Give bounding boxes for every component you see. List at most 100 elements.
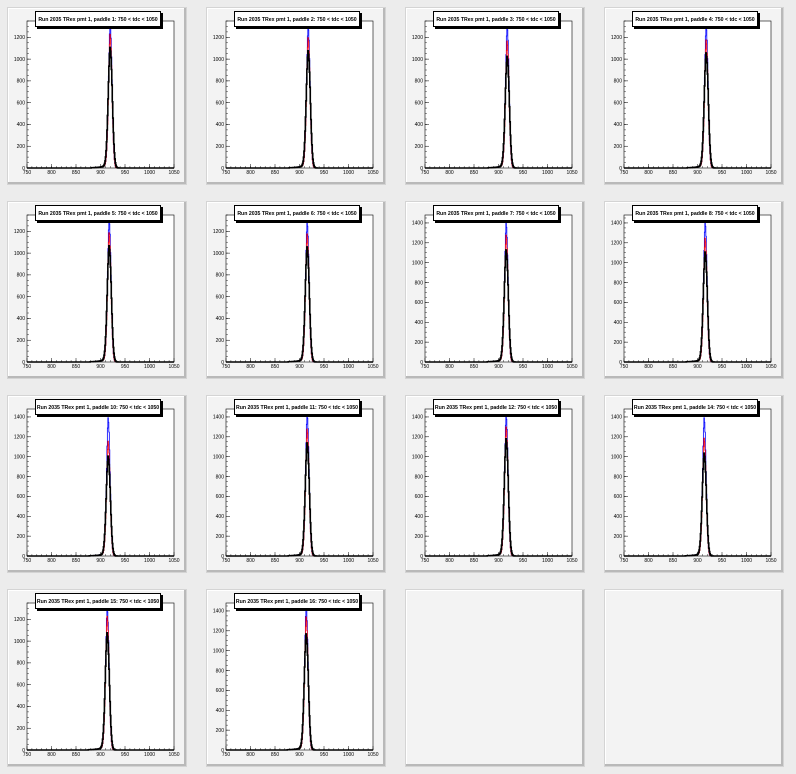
histogram-series xyxy=(425,55,572,169)
plot-frame xyxy=(424,214,573,363)
histogram-plot: 750 800 850 900 950 1000 1050 0 200 400 600 800 1000… xyxy=(213,602,379,758)
empty-pad xyxy=(604,589,784,767)
y-tick-label: 1000 xyxy=(611,260,622,266)
y-tick-label: 800 xyxy=(17,661,26,667)
y-tick-label: 600 xyxy=(415,100,424,106)
y-tick-label: 1000 xyxy=(213,648,224,654)
y-tick-label: 400 xyxy=(415,122,424,128)
y-tick-label: 200 xyxy=(415,340,424,346)
x-tick-label: 950 xyxy=(121,558,130,564)
x-tick-label: 750 xyxy=(222,558,231,564)
histogram-series xyxy=(226,49,373,169)
x-tick-label: 800 xyxy=(445,558,454,564)
histogram-series xyxy=(624,251,771,363)
x-tick-label: 950 xyxy=(320,558,329,564)
histogram-title: Run 2035 TRex pmt 1, paddle 7: 750 < tdc… xyxy=(433,205,559,221)
y-tick-label: 800 xyxy=(216,273,225,279)
y-tick-label: 1200 xyxy=(14,435,25,441)
histogram-pad: 750 800 850 900 950 1000 1050 0 200 400 600 800 1000… xyxy=(7,201,187,379)
y-tick-label: 1000 xyxy=(213,454,224,460)
x-tick-label: 750 xyxy=(620,364,629,370)
histogram-pad: 750 800 850 900 950 1000 1050 0 200 400 600 800 1000… xyxy=(405,7,585,185)
x-tick-label: 1000 xyxy=(343,558,354,564)
x-tick-label: 750 xyxy=(23,752,32,758)
y-tick-label: 800 xyxy=(614,474,623,480)
y-tick-label: 1200 xyxy=(412,241,423,247)
histogram-pad: 750 800 850 900 950 1000 1050 0 200 400 600 800 1000… xyxy=(604,395,784,573)
y-tick-label: 1400 xyxy=(611,415,622,421)
y-tick-label: 600 xyxy=(17,294,26,300)
y-tick-label: 400 xyxy=(17,122,26,128)
histogram-plot: 750 800 850 900 950 1000 1050 0 200 400 600 800 1000… xyxy=(14,20,180,176)
y-tick-label: 1400 xyxy=(412,415,423,421)
x-tick-label: 800 xyxy=(47,558,56,564)
histogram-series xyxy=(425,438,572,557)
x-tick-label: 950 xyxy=(121,364,130,370)
y-tick-label: 800 xyxy=(216,79,225,85)
plot-frame xyxy=(26,408,175,557)
y-tick-label: 1400 xyxy=(14,415,25,421)
x-tick-label: 800 xyxy=(246,364,255,370)
x-tick-label: 1000 xyxy=(144,752,155,758)
x-tick-label: 850 xyxy=(470,170,479,176)
y-tick-label: 1000 xyxy=(611,454,622,460)
histogram-title: Run 2035 TRex pmt 1, paddle 10: 750 < td… xyxy=(35,399,161,415)
x-tick-label: 1050 xyxy=(168,752,179,758)
histogram-pad: 750 800 850 900 950 1000 1050 0 200 400 600 800 1000… xyxy=(405,201,585,379)
histogram-title: Run 2035 TRex pmt 1, paddle 8: 750 < tdc… xyxy=(632,205,758,221)
y-tick-label: 1200 xyxy=(14,617,25,623)
x-tick-label: 1000 xyxy=(343,752,354,758)
x-tick-label: 1000 xyxy=(542,364,553,370)
y-tick-label: 0 xyxy=(221,360,224,366)
y-tick-label: 800 xyxy=(614,79,623,85)
x-tick-label: 850 xyxy=(271,364,280,370)
histogram-title: Run 2035 TRex pmt 1, paddle 3: 750 < tdc… xyxy=(433,11,559,27)
y-tick-label: 600 xyxy=(17,100,26,106)
x-tick-label: 750 xyxy=(620,170,629,176)
x-tick-label: 900 xyxy=(693,558,702,564)
y-tick-label: 800 xyxy=(216,474,225,480)
y-tick-label: 200 xyxy=(17,338,26,344)
x-tick-label: 800 xyxy=(246,558,255,564)
y-tick-label: 0 xyxy=(420,554,423,560)
x-tick-label: 900 xyxy=(693,170,702,176)
y-tick-label: 1200 xyxy=(14,229,25,235)
y-tick-label: 0 xyxy=(221,748,224,754)
plot-frame xyxy=(424,20,573,169)
y-tick-label: 1200 xyxy=(611,241,622,247)
y-tick-label: 600 xyxy=(415,494,424,500)
x-tick-label: 900 xyxy=(96,170,105,176)
x-tick-label: 1000 xyxy=(741,170,752,176)
histogram-pad: 750 800 850 900 950 1000 1050 0 200 400 600 800 1000… xyxy=(604,201,784,379)
x-tick-label: 850 xyxy=(669,170,678,176)
y-tick-label: 1000 xyxy=(14,454,25,460)
y-tick-label: 1200 xyxy=(611,435,622,441)
x-tick-label: 750 xyxy=(421,558,430,564)
x-tick-label: 900 xyxy=(494,364,503,370)
x-tick-label: 1050 xyxy=(566,364,577,370)
histogram-plot: 750 800 850 900 950 1000 1050 0 200 400 600 800 1000… xyxy=(611,408,777,564)
plot-frame xyxy=(424,408,573,557)
x-tick-label: 1050 xyxy=(367,752,378,758)
y-tick-label: 1400 xyxy=(213,609,224,615)
histogram-pad: 750 800 850 900 950 1000 1050 0 200 400 600 800 1000… xyxy=(7,589,187,767)
histogram-plot: 750 800 850 900 950 1000 1050 0 200 400 600 800 1000… xyxy=(213,214,379,370)
y-tick-label: 600 xyxy=(17,494,26,500)
y-tick-label: 200 xyxy=(216,144,225,150)
histogram-title: Run 2035 TRex pmt 1, paddle 15: 750 < td… xyxy=(35,593,161,609)
histogram-plot: 750 800 850 900 950 1000 1050 0 200 400 600 800 1000… xyxy=(14,214,180,370)
y-tick-label: 1200 xyxy=(213,435,224,441)
x-tick-label: 950 xyxy=(320,170,329,176)
x-tick-label: 900 xyxy=(494,170,503,176)
histogram-title: Run 2035 TRex pmt 1, paddle 4: 750 < tdc… xyxy=(632,11,758,27)
y-tick-label: 1200 xyxy=(213,629,224,635)
y-tick-label: 600 xyxy=(415,300,424,306)
histogram-pad: 750 800 850 900 950 1000 1050 0 200 400 600 800 1000… xyxy=(7,7,187,185)
histogram-plot: 750 800 850 900 950 1000 1050 0 200 400 600 800 1000… xyxy=(412,214,578,370)
y-tick-label: 1400 xyxy=(213,415,224,421)
x-tick-label: 800 xyxy=(47,170,56,176)
x-tick-label: 950 xyxy=(718,364,727,370)
y-tick-label: 1000 xyxy=(213,57,224,63)
y-tick-label: 800 xyxy=(415,280,424,286)
x-tick-label: 950 xyxy=(121,170,130,176)
